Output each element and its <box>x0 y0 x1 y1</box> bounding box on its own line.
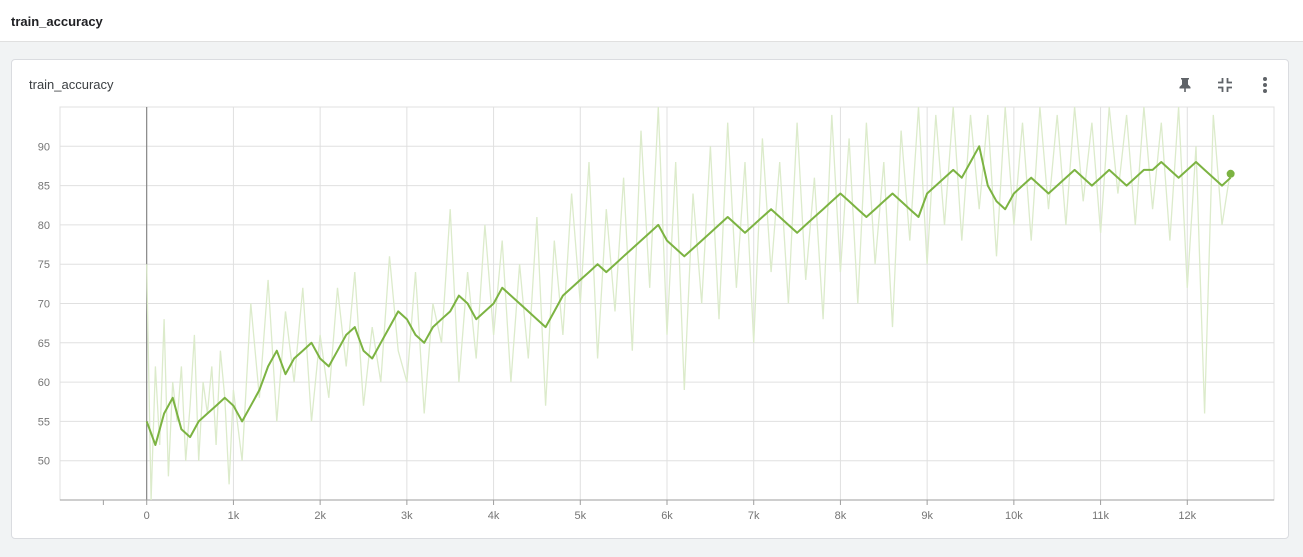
x-tick-label: 11k <box>1092 510 1109 522</box>
card-title: train_accuracy <box>29 77 114 92</box>
pin-icon[interactable] <box>1174 74 1196 96</box>
y-tick-label: 50 <box>38 456 50 468</box>
x-tick-label: 6k <box>661 510 673 522</box>
y-tick-label: 75 <box>38 259 50 271</box>
last-point-marker <box>1226 169 1235 178</box>
page-title: train_accuracy <box>11 14 103 29</box>
y-tick-label: 65 <box>38 338 50 350</box>
x-tick-label: 4k <box>488 510 500 522</box>
x-tick-label: 7k <box>748 510 760 522</box>
y-tick-label: 85 <box>38 181 50 193</box>
x-tick-label: 2k <box>314 510 326 522</box>
x-tick-label: 0 <box>144 510 150 522</box>
y-tick-label: 70 <box>38 299 50 311</box>
x-tick-label: 8k <box>835 510 847 522</box>
smoothed-series-line <box>145 145 1232 446</box>
y-tick-label: 90 <box>38 141 50 153</box>
x-tick-label: 12k <box>1178 510 1196 522</box>
x-tick-label: 1k <box>228 510 240 522</box>
page-header: train_accuracy <box>0 0 1303 42</box>
y-tick-label: 60 <box>38 377 50 389</box>
y-tick-label: 55 <box>38 416 50 428</box>
accuracy-chart: 50 55 60 65 70 75 80 85 90 0 1k 2k 3k 4k 5k 6k 7k 8k 9k 10k… <box>38 106 1275 522</box>
x-tick-label: 10k <box>1005 510 1023 522</box>
x-tick-label: 5k <box>574 510 586 522</box>
card-actions <box>1174 74 1276 96</box>
more-vert-icon[interactable] <box>1254 74 1276 96</box>
y-tick-label: 80 <box>38 220 50 232</box>
fullscreen-exit-icon[interactable] <box>1214 74 1236 96</box>
raw-series-line <box>146 106 1232 501</box>
chart-card: train_accuracy 50 55 60 65 70 75 80 85 90 0 1k 2k 3k… <box>11 59 1289 539</box>
x-tick-label: 3k <box>401 510 413 522</box>
x-tick-label: 9k <box>921 510 933 522</box>
